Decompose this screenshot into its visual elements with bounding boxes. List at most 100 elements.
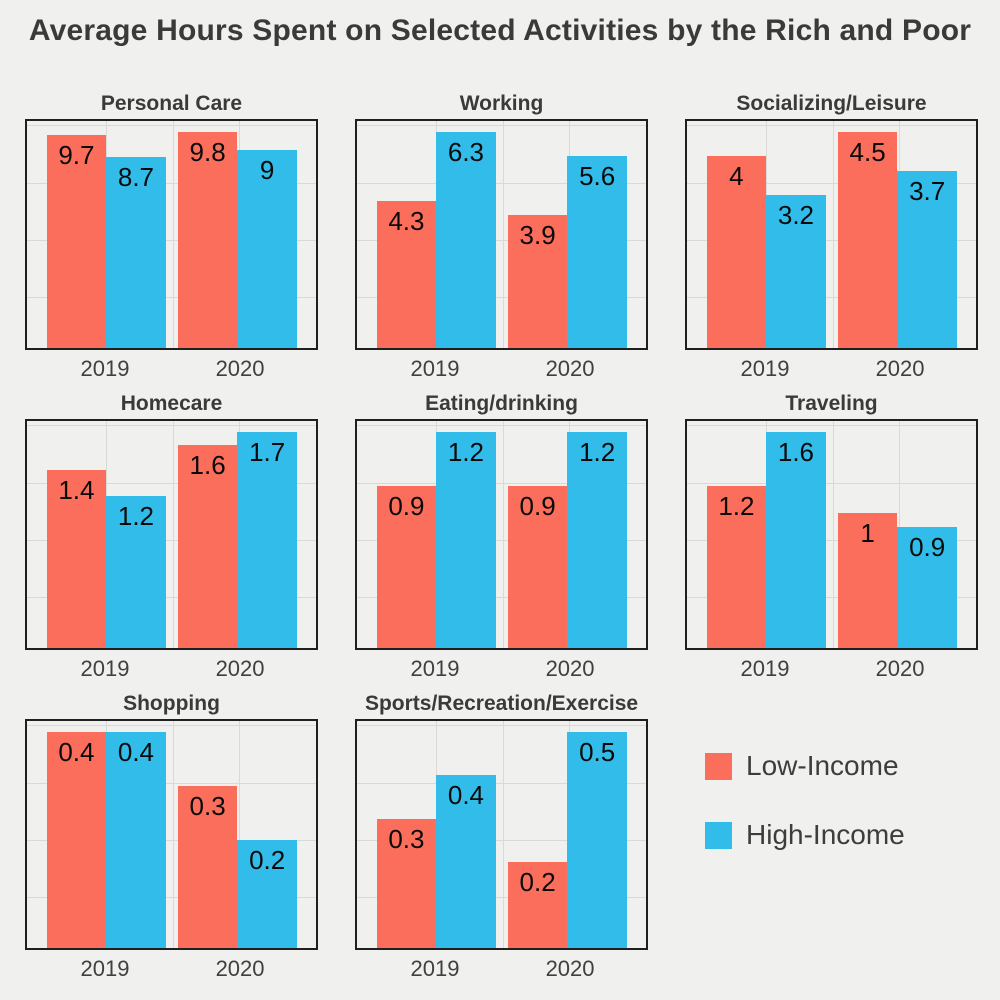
legend-item-low-income: Low-Income xyxy=(705,752,905,780)
bar-value-label: 4.3 xyxy=(388,206,425,236)
bar-high-income-2020: 3.7 xyxy=(897,171,957,348)
facet-cell: Traveling 1.2 1.6 1 0.9 2019 2020 xyxy=(685,390,978,690)
gridline-vertical xyxy=(239,721,241,948)
facet-cell: Sports/Recreation/Exercise 0.3 0.4 0.2 0.5 20… xyxy=(355,690,648,990)
plot-area: 4.3 6.3 3.9 5.6 xyxy=(355,119,648,350)
bar-low-income-2019: 4 xyxy=(706,156,767,348)
bar-value-label: 0.4 xyxy=(117,737,155,767)
gridline-horizontal xyxy=(27,540,316,541)
gridline-vertical xyxy=(832,121,834,348)
plot-area: 0.4 0.4 0.3 0.2 xyxy=(25,719,318,950)
gridline-horizontal xyxy=(687,183,976,184)
x-axis: 2019 2020 xyxy=(25,950,318,986)
bar-low-income-2020: 1.6 xyxy=(177,445,238,648)
gridline-horizontal xyxy=(357,597,646,598)
facet-cell: Personal Care 9.7 8.7 9.8 9 2019 2020 xyxy=(25,90,318,390)
chart-title: Average Hours Spent on Selected Activiti… xyxy=(28,14,972,47)
x-tick-label-2019: 2019 xyxy=(410,356,460,381)
bar-low-income-2020: 9.8 xyxy=(177,132,238,348)
bar-high-income-2020: 9 xyxy=(237,150,297,348)
x-axis: 2019 2020 xyxy=(685,650,978,686)
facet-cell: Homecare 1.4 1.2 1.6 1.7 2019 2020 xyxy=(25,390,318,690)
x-tick-label-2019: 2019 xyxy=(80,956,130,981)
bar-high-income-2019: 1.2 xyxy=(436,432,496,648)
x-tick-label-2020: 2020 xyxy=(215,656,265,681)
x-axis: 2019 2020 xyxy=(355,650,648,686)
bar-low-income-2019: 1.4 xyxy=(46,470,107,648)
x-axis: 2019 2020 xyxy=(685,350,978,386)
gridline-horizontal xyxy=(27,597,316,598)
x-tick-label-2019: 2019 xyxy=(80,656,130,681)
bar-value-label: 4.5 xyxy=(849,137,886,167)
gridline-vertical xyxy=(502,421,504,648)
bar-high-income-2019: 6.3 xyxy=(436,132,496,348)
x-tick-label-2019: 2019 xyxy=(740,656,790,681)
bar-low-income-2020: 1 xyxy=(837,513,898,648)
gridline-horizontal xyxy=(27,483,316,484)
legend-swatch-low-income xyxy=(705,752,732,780)
bar-low-income-2019: 4.3 xyxy=(376,201,437,348)
bar-low-income-2020: 0.2 xyxy=(507,862,568,948)
gridline-horizontal xyxy=(357,840,646,841)
bar-value-label: 0.2 xyxy=(519,867,556,897)
x-tick-label-2020: 2020 xyxy=(545,356,595,381)
x-tick-label-2020: 2020 xyxy=(875,356,925,381)
x-tick-label-2020: 2020 xyxy=(875,656,925,681)
facet-cell: Eating/drinking 0.9 1.2 0.9 1.2 2019 2020 xyxy=(355,390,648,690)
bar-low-income-2019: 0.4 xyxy=(46,732,107,948)
legend-swatch-high-income xyxy=(705,821,732,849)
gridline-horizontal xyxy=(27,840,316,841)
bar-value-label: 0.4 xyxy=(58,737,95,767)
x-tick-label-2020: 2020 xyxy=(215,356,265,381)
gridline-horizontal xyxy=(27,783,316,784)
x-tick-label-2019: 2019 xyxy=(410,656,460,681)
bar-high-income-2020: 0.5 xyxy=(567,732,627,948)
bar-low-income-2020: 3.9 xyxy=(507,215,568,348)
x-tick-label-2019: 2019 xyxy=(80,356,130,381)
gridline-vertical xyxy=(502,721,504,948)
bar-value-label: 0.5 xyxy=(579,737,616,767)
gridline-horizontal xyxy=(357,425,646,426)
bar-high-income-2020: 1.7 xyxy=(237,432,297,648)
bar-value-label: 1.7 xyxy=(249,437,286,467)
facet-title: Traveling xyxy=(785,392,878,415)
bar-low-income-2020: 4.5 xyxy=(837,132,898,348)
x-tick-label-2020: 2020 xyxy=(215,956,265,981)
gridline-horizontal xyxy=(687,483,976,484)
gridline-horizontal xyxy=(687,540,976,541)
bar-value-label: 9 xyxy=(259,155,275,185)
plot-area: 4 3.2 4.5 3.7 xyxy=(685,119,978,350)
legend: Low-Income High-Income xyxy=(705,752,905,890)
facet-title: Eating/drinking xyxy=(425,392,578,415)
bar-value-label: 5.6 xyxy=(579,161,616,191)
bar-high-income-2019: 8.7 xyxy=(106,157,166,348)
bar-value-label: 9.7 xyxy=(58,140,95,170)
x-tick-label-2020: 2020 xyxy=(545,656,595,681)
bar-value-label: 0.9 xyxy=(909,532,946,562)
bar-value-label: 1.6 xyxy=(189,450,226,480)
x-axis: 2019 2020 xyxy=(25,350,318,386)
x-tick-label-2019: 2019 xyxy=(410,956,460,981)
gridline-vertical xyxy=(172,421,174,648)
bar-high-income-2020: 0.2 xyxy=(237,840,297,948)
bar-high-income-2020: 0.9 xyxy=(897,527,957,648)
plot-area: 1.2 1.6 1 0.9 xyxy=(685,419,978,650)
x-axis: 2019 2020 xyxy=(355,350,648,386)
gridline-horizontal xyxy=(357,240,646,241)
gridline-horizontal xyxy=(687,240,976,241)
bar-value-label: 6.3 xyxy=(447,137,485,167)
bar-high-income-2020: 5.6 xyxy=(567,156,627,348)
facet-title: Shopping xyxy=(123,692,220,715)
bar-value-label: 0.4 xyxy=(447,780,485,810)
bar-value-label: 9.8 xyxy=(189,137,226,167)
gridline-horizontal xyxy=(357,897,646,898)
gridline-horizontal xyxy=(27,183,316,184)
gridline-vertical xyxy=(172,721,174,948)
bar-value-label: 1.2 xyxy=(579,437,616,467)
bar-low-income-2020: 0.3 xyxy=(177,786,238,948)
bar-value-label: 3.9 xyxy=(519,220,556,250)
gridline-horizontal xyxy=(27,897,316,898)
bar-high-income-2019: 0.4 xyxy=(106,732,166,948)
plot-area: 0.9 1.2 0.9 1.2 xyxy=(355,419,648,650)
gridline-horizontal xyxy=(687,425,976,426)
